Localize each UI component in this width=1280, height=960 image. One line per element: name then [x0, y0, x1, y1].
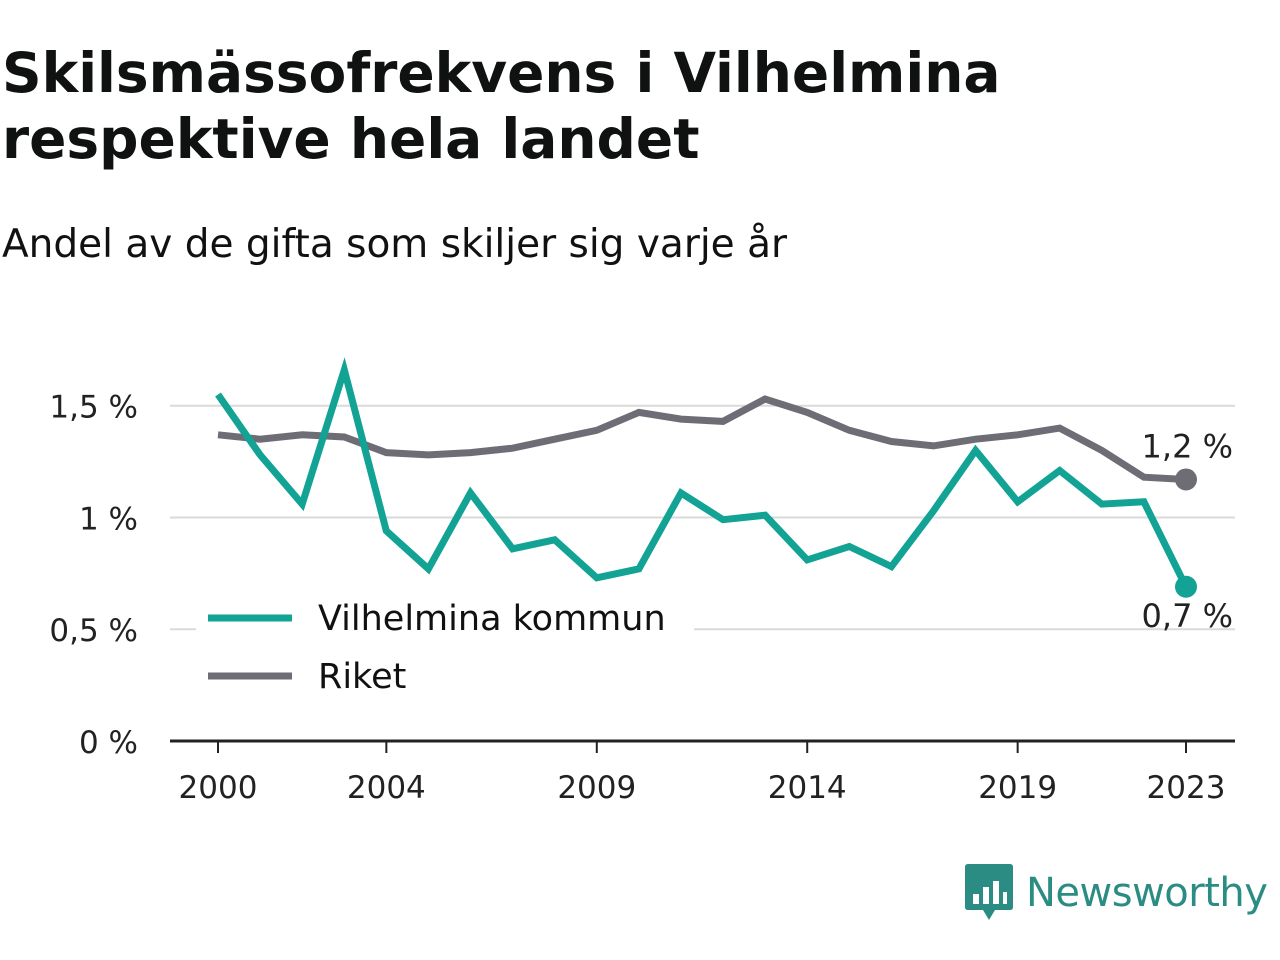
- y-tick-label: 1,5 %: [49, 390, 138, 426]
- end-value-label: 0,7 %: [1142, 597, 1233, 635]
- x-axis: 2000 2004 2009 2014 2019 2023: [170, 739, 1235, 806]
- legend: Vilhelmina kommun Riket: [196, 590, 694, 706]
- chart-title: Skilsmässofrekvens i Vilhelmina respekti…: [2, 41, 1001, 171]
- x-tick-label: 2023: [1147, 770, 1226, 806]
- legend-background: [196, 590, 694, 706]
- y-tick-label: 0 %: [79, 725, 138, 761]
- x-tick-label: 2004: [347, 770, 426, 806]
- series-lines: [215, 357, 1190, 589]
- chart-subtitle: Andel av de gifta som skiljer sig varje …: [2, 222, 788, 267]
- y-tick-label: 0,5 %: [49, 613, 138, 649]
- end-point-marker: [1175, 468, 1197, 491]
- end-point-marker: [1175, 575, 1197, 598]
- end-value-label: 1,2 %: [1142, 427, 1233, 465]
- brand-name: Newsworthy: [1026, 870, 1268, 916]
- legend-label: Vilhelmina kommun: [318, 599, 666, 639]
- series-line-riket: [217, 395, 1187, 483]
- series-line-vilhelmina-kommun: [215, 357, 1190, 589]
- y-tick-label: 1 %: [79, 501, 138, 537]
- newsworthy-logo-icon: [965, 864, 1013, 920]
- x-tick-label: 2000: [179, 770, 258, 806]
- end-labels: 0,7 % 1,2 %: [1142, 427, 1233, 634]
- x-tick-label: 2014: [768, 770, 847, 806]
- brand-logo: Newsworthy: [964, 862, 1268, 924]
- y-axis-tick-labels: 0 % 0,5 % 1 % 1,5 %: [49, 390, 138, 761]
- x-tick-label: 2009: [557, 770, 636, 806]
- x-tick-label: 2019: [978, 770, 1057, 806]
- legend-label: Riket: [318, 657, 406, 697]
